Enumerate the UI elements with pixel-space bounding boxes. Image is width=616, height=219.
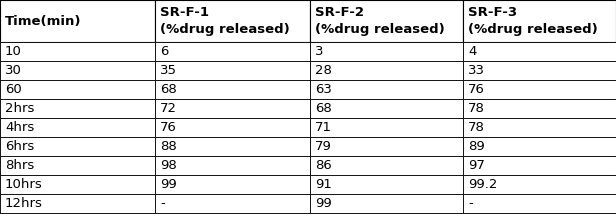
Bar	[310, 194, 463, 213]
Text: 6: 6	[160, 45, 168, 58]
Text: SR-F-3
(%drug released): SR-F-3 (%drug released)	[468, 6, 598, 36]
Text: 97: 97	[468, 159, 485, 172]
Text: 33: 33	[468, 64, 485, 77]
Bar	[310, 137, 463, 156]
Text: 63: 63	[315, 83, 332, 96]
Bar	[155, 0, 310, 42]
Text: 3: 3	[315, 45, 323, 58]
Bar	[155, 137, 310, 156]
Text: 76: 76	[160, 121, 177, 134]
Text: 60: 60	[5, 83, 22, 96]
Text: 71: 71	[315, 121, 332, 134]
Text: SR-F-1
(%drug released): SR-F-1 (%drug released)	[160, 6, 290, 36]
Text: 30: 30	[5, 64, 22, 77]
Bar	[155, 61, 310, 80]
Bar	[310, 0, 463, 42]
Bar	[310, 61, 463, 80]
Text: 4hrs: 4hrs	[5, 121, 34, 134]
Bar	[155, 156, 310, 175]
Bar	[463, 42, 616, 61]
Bar	[155, 80, 310, 99]
Bar	[463, 80, 616, 99]
Bar	[0, 42, 155, 61]
Bar	[310, 99, 463, 118]
Bar	[0, 156, 155, 175]
Bar	[463, 175, 616, 194]
Text: 99: 99	[160, 178, 177, 191]
Text: 12hrs: 12hrs	[5, 197, 43, 210]
Text: 10hrs: 10hrs	[5, 178, 43, 191]
Bar	[463, 194, 616, 213]
Bar	[0, 99, 155, 118]
Bar	[155, 42, 310, 61]
Bar	[155, 118, 310, 137]
Bar	[310, 156, 463, 175]
Bar	[0, 175, 155, 194]
Text: 91: 91	[315, 178, 332, 191]
Text: 78: 78	[468, 102, 485, 115]
Bar	[0, 80, 155, 99]
Text: 68: 68	[160, 83, 177, 96]
Bar	[0, 137, 155, 156]
Text: 35: 35	[160, 64, 177, 77]
Bar	[155, 99, 310, 118]
Text: 72: 72	[160, 102, 177, 115]
Text: 8hrs: 8hrs	[5, 159, 34, 172]
Bar	[463, 61, 616, 80]
Text: 2hrs: 2hrs	[5, 102, 34, 115]
Text: 4: 4	[468, 45, 476, 58]
Bar	[155, 175, 310, 194]
Text: -: -	[160, 197, 164, 210]
Text: -: -	[468, 197, 472, 210]
Text: SR-F-2
(%drug released): SR-F-2 (%drug released)	[315, 6, 445, 36]
Bar	[310, 175, 463, 194]
Text: 86: 86	[315, 159, 332, 172]
Text: Time(min): Time(min)	[5, 14, 81, 28]
Bar	[310, 42, 463, 61]
Bar	[463, 0, 616, 42]
Bar	[463, 137, 616, 156]
Bar	[463, 118, 616, 137]
Text: 10: 10	[5, 45, 22, 58]
Text: 99: 99	[315, 197, 332, 210]
Text: 76: 76	[468, 83, 485, 96]
Bar	[310, 80, 463, 99]
Bar	[310, 118, 463, 137]
Text: 79: 79	[315, 140, 332, 153]
Bar	[463, 99, 616, 118]
Bar	[155, 194, 310, 213]
Text: 78: 78	[468, 121, 485, 134]
Text: 89: 89	[468, 140, 485, 153]
Bar	[0, 118, 155, 137]
Text: 68: 68	[315, 102, 332, 115]
Bar	[0, 194, 155, 213]
Text: 6hrs: 6hrs	[5, 140, 34, 153]
Text: 99.2: 99.2	[468, 178, 497, 191]
Bar	[0, 61, 155, 80]
Bar	[0, 0, 155, 42]
Text: 88: 88	[160, 140, 177, 153]
Text: 28: 28	[315, 64, 332, 77]
Bar	[463, 156, 616, 175]
Text: 98: 98	[160, 159, 177, 172]
